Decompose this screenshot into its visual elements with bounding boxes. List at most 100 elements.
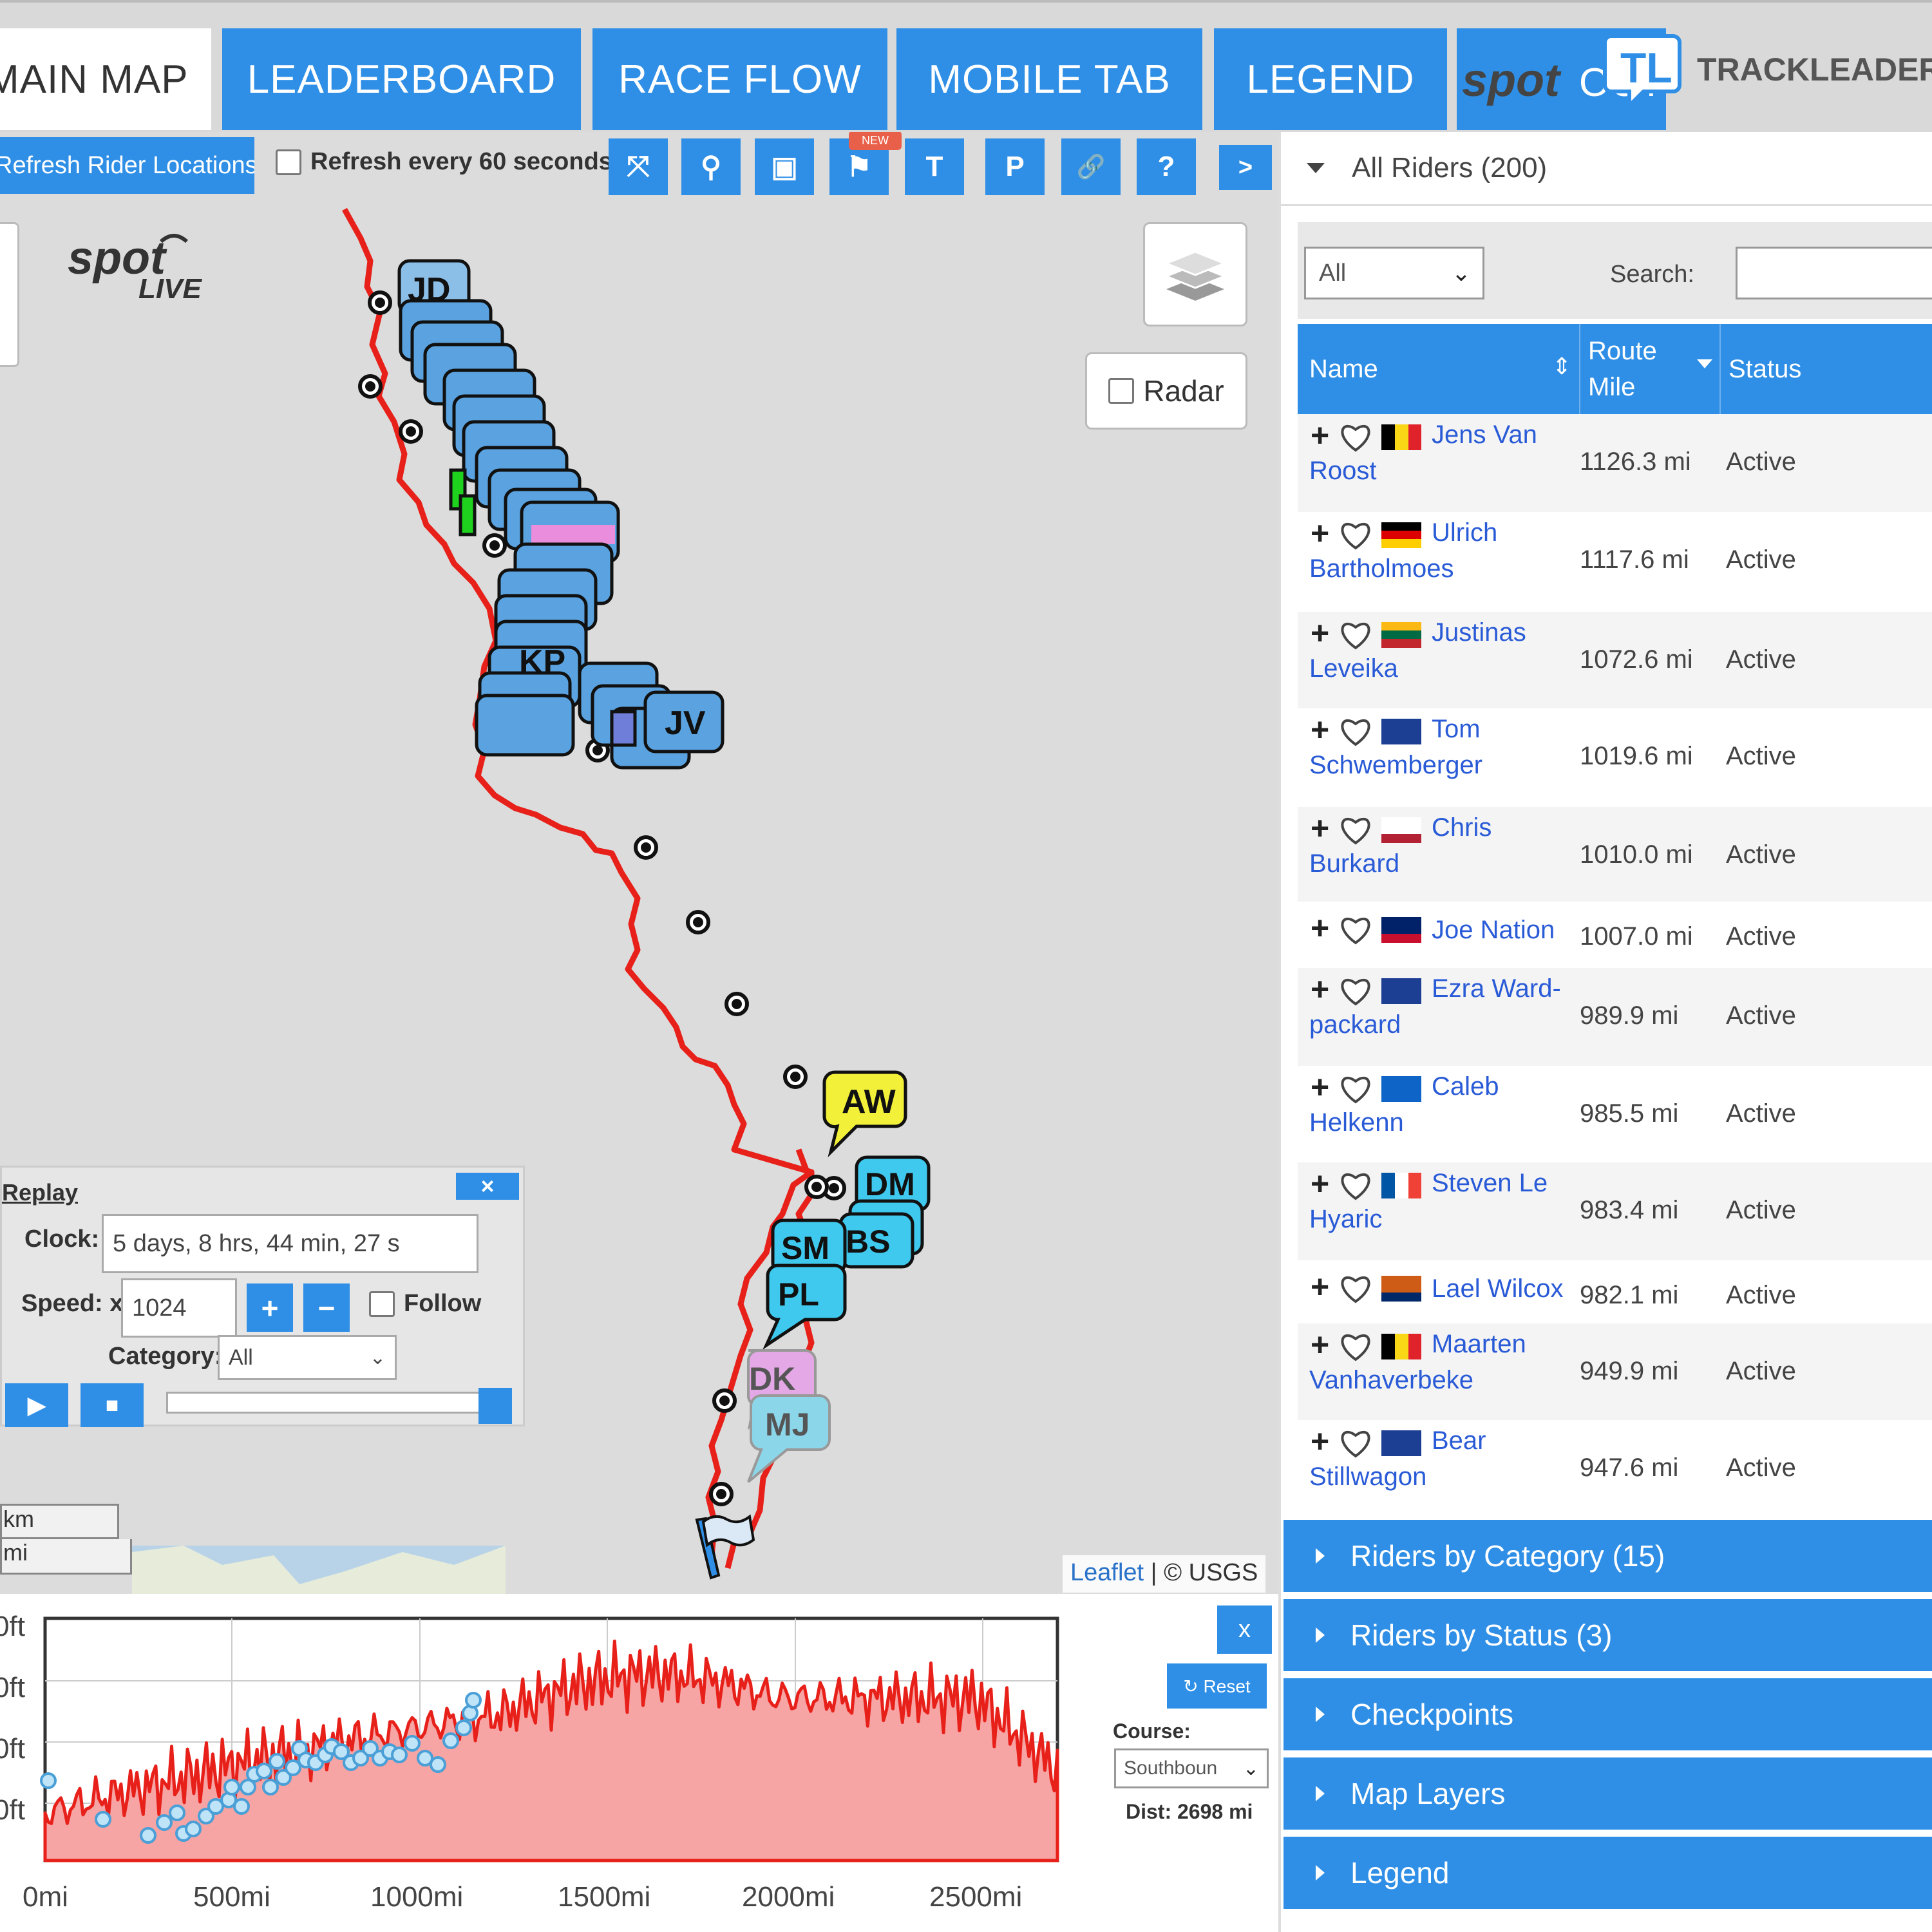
- image-button[interactable]: ▣: [755, 138, 814, 195]
- add-rider-icon[interactable]: +: [1311, 1269, 1330, 1305]
- rider-label-bs[interactable]: BS: [846, 1224, 890, 1260]
- rider-name-link[interactable]: Jens Van Roost: [1309, 421, 1537, 485]
- rider-mj-marker[interactable]: MJ: [747, 1394, 831, 1483]
- rider-label-mj[interactable]: MJ: [765, 1406, 810, 1443]
- rider-label[interactable]: JD: [408, 271, 450, 308]
- course-select[interactable]: Southboun ⌄: [1114, 1748, 1269, 1788]
- add-rider-icon[interactable]: +: [1311, 615, 1330, 651]
- auto-refresh-checkbox[interactable]: [276, 149, 301, 175]
- rider-position-dot[interactable]: [185, 1821, 202, 1837]
- rider-row[interactable]: + Ulrich Bartholmoes 1117.6 mi Active: [1298, 512, 1932, 612]
- heart-icon[interactable]: [1338, 976, 1374, 1007]
- replay-close-button[interactable]: ×: [456, 1173, 519, 1200]
- stop-button[interactable]: ■: [80, 1383, 144, 1427]
- rider-position-dot[interactable]: [156, 1814, 173, 1831]
- rider-label[interactable]: KP: [519, 643, 565, 681]
- rider-aw-marker[interactable]: AW: [822, 1070, 907, 1158]
- rider-position-dot[interactable]: [417, 1750, 433, 1766]
- rider-position-dot[interactable]: [352, 1750, 369, 1766]
- rider-position-dot[interactable]: [269, 1753, 285, 1770]
- riders-by-status-accordion[interactable]: Riders by Status (3): [1283, 1599, 1932, 1671]
- tab-leaderboard[interactable]: LEADERBOARD: [222, 28, 581, 130]
- rider-row[interactable]: + Caleb Helkenn 985.5 mi Active: [1298, 1066, 1932, 1162]
- replay-progress-track[interactable]: [166, 1392, 482, 1414]
- elevation-close-button[interactable]: x: [1217, 1605, 1272, 1654]
- rider-positions[interactable]: [40, 1692, 482, 1844]
- add-rider-icon[interactable]: +: [1311, 1166, 1330, 1202]
- heart-icon[interactable]: [1338, 620, 1374, 650]
- rider-position-dot[interactable]: [233, 1798, 250, 1815]
- rider-name-link[interactable]: Bear Stillwagon: [1309, 1426, 1486, 1491]
- rider-dm-marker[interactable]: DM: [855, 1155, 931, 1212]
- rider-label-dm[interactable]: DM: [865, 1166, 915, 1202]
- zoom-control[interactable]: [0, 222, 19, 367]
- t-button[interactable]: T: [905, 138, 964, 195]
- column-name[interactable]: Name: [1309, 324, 1378, 414]
- rider-bs-marker[interactable]: BS: [838, 1199, 924, 1269]
- rider-position-dot[interactable]: [285, 1759, 301, 1776]
- rider-position-dot[interactable]: [391, 1747, 408, 1763]
- rider-position-dot[interactable]: [256, 1763, 272, 1779]
- follow-toggle[interactable]: Follow: [369, 1290, 481, 1318]
- elevation-reset-button[interactable]: ↻ Reset: [1167, 1663, 1267, 1709]
- rider-position-dot[interactable]: [169, 1804, 185, 1821]
- heart-icon[interactable]: [1338, 815, 1374, 846]
- heart-icon[interactable]: [1338, 716, 1374, 747]
- rider-position-dot[interactable]: [140, 1827, 156, 1844]
- rider-label-sm[interactable]: SM: [781, 1230, 829, 1266]
- riders-by-category-accordion[interactable]: Riders by Category (15): [1283, 1520, 1932, 1592]
- rider-row[interactable]: + Justinas Leveika 1072.6 mi Active: [1298, 612, 1932, 708]
- rider-position-dot[interactable]: [430, 1756, 446, 1773]
- rider-filter-select[interactable]: All ⌄: [1304, 247, 1484, 299]
- add-rider-icon[interactable]: +: [1311, 1423, 1330, 1459]
- column-status[interactable]: Status: [1719, 324, 1801, 414]
- p-button[interactable]: P: [985, 138, 1045, 195]
- tab-race-flow[interactable]: RACE FLOW: [592, 28, 887, 130]
- heart-icon[interactable]: [1338, 1428, 1374, 1459]
- expand-panel-button[interactable]: >: [1219, 145, 1272, 190]
- rider-name-link[interactable]: Justinas Leveika: [1309, 618, 1526, 683]
- category-select[interactable]: All ⌄: [218, 1335, 397, 1380]
- clock-field[interactable]: 5 days, 8 hrs, 44 min, 27 s: [102, 1214, 478, 1273]
- rider-label-dk[interactable]: DK: [749, 1361, 795, 1397]
- add-rider-icon[interactable]: +: [1311, 1069, 1330, 1105]
- heart-icon[interactable]: [1338, 1170, 1374, 1201]
- rider-row[interactable]: + Chris Burkard 1010.0 mi Active: [1298, 807, 1932, 902]
- rider-pl-marker[interactable]: PL: [762, 1264, 847, 1350]
- heart-icon[interactable]: [1338, 1074, 1374, 1104]
- add-rider-icon[interactable]: +: [1311, 417, 1330, 453]
- rider-row[interactable]: + Ezra Ward-packard 989.9 mi Active: [1298, 968, 1932, 1066]
- rider-position-dot[interactable]: [207, 1798, 224, 1815]
- rider-name-link[interactable]: Caleb Helkenn: [1309, 1072, 1499, 1137]
- rider-row[interactable]: + Steven Le Hyaric 983.4 mi Active: [1298, 1162, 1932, 1260]
- rider-position-dot[interactable]: [198, 1808, 214, 1824]
- help-button[interactable]: ?: [1137, 138, 1196, 195]
- speed-decrease-button[interactable]: −: [303, 1283, 350, 1332]
- heart-icon[interactable]: [1338, 1331, 1374, 1362]
- rider-position-dot[interactable]: [223, 1779, 240, 1795]
- rider-position-dot[interactable]: [40, 1772, 57, 1789]
- rider-name-link[interactable]: Steven Le Hyaric: [1309, 1169, 1548, 1233]
- rider-position-dot[interactable]: [442, 1732, 459, 1749]
- rider-position-dot[interactable]: [455, 1719, 472, 1736]
- tab-legend[interactable]: LEGEND: [1214, 28, 1447, 130]
- add-rider-icon[interactable]: +: [1311, 810, 1330, 846]
- rider-row[interactable]: + Bear Stillwagon 947.6 mi Active: [1298, 1420, 1932, 1517]
- speed-field[interactable]: 1024: [121, 1278, 237, 1338]
- heart-icon[interactable]: [1338, 914, 1374, 945]
- checkpoints-accordion[interactable]: Checkpoints: [1283, 1678, 1932, 1750]
- rider-position-dot[interactable]: [240, 1779, 256, 1795]
- heart-icon[interactable]: [1338, 422, 1374, 453]
- rider-row[interactable]: + Lael Wilcox 982.1 mi Active: [1298, 1260, 1932, 1323]
- rider-label-jv[interactable]: JV: [665, 705, 706, 742]
- tab-main-map[interactable]: MAIN MAP: [0, 28, 211, 130]
- all-riders-header[interactable]: All Riders (200): [1281, 132, 1932, 206]
- rider-name-link[interactable]: Ezra Ward-packard: [1309, 974, 1561, 1039]
- follow-checkbox[interactable]: [369, 1291, 395, 1317]
- add-rider-icon[interactable]: +: [1311, 515, 1330, 551]
- elevation-chart[interactable]: 0ft 0ft 0ft 0ft 0mi 500mi 1000mi 1500mi …: [0, 1594, 1095, 1932]
- link-button[interactable]: 🔗: [1061, 138, 1121, 195]
- layers-button[interactable]: [1143, 222, 1247, 327]
- add-rider-icon[interactable]: +: [1311, 971, 1330, 1007]
- rider-position-dot[interactable]: [465, 1692, 482, 1709]
